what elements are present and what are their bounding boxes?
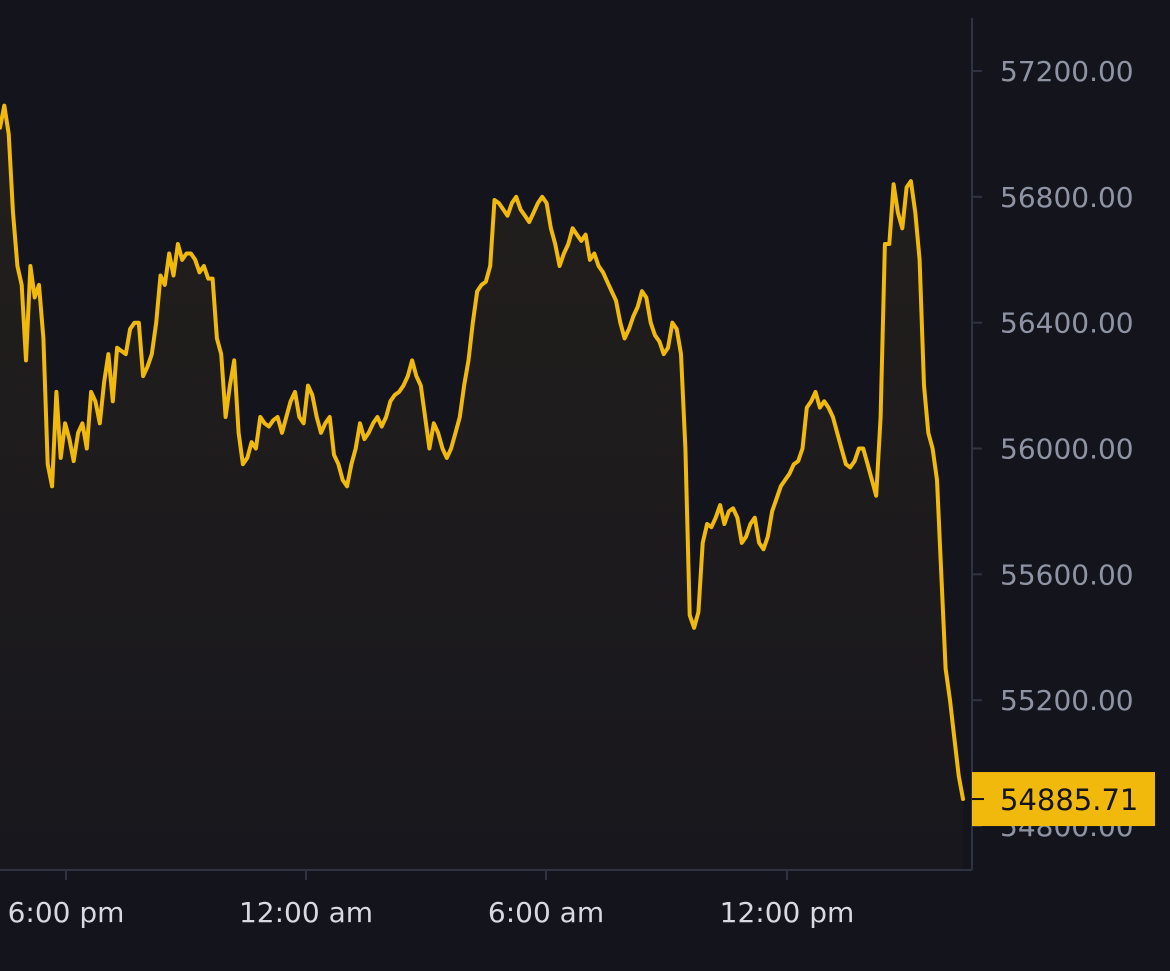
price-area-fill <box>0 105 963 871</box>
current-price-label: 54885.71 <box>1000 783 1138 817</box>
y-tick-label: 56800.00 <box>1000 181 1134 214</box>
y-tick-label: 57200.00 <box>1000 55 1134 88</box>
current-price-badge <box>972 772 1155 827</box>
x-tick-label: 6:00 am <box>488 896 604 929</box>
x-tick-label: 12:00 am <box>239 896 373 929</box>
x-tick-label: 12:00 pm <box>720 896 855 929</box>
axes <box>0 18 973 871</box>
current-price-tag: 54885.71 <box>972 772 1155 827</box>
x-tick-label: 6:00 pm <box>8 896 125 929</box>
tick-labels: 57200.00 56800.00 56400.00 56000.00 55600.00… <box>8 55 1134 929</box>
price-line-series <box>0 103 965 801</box>
y-tick-label: 56000.00 <box>1000 433 1134 466</box>
y-tick-label: 55600.00 <box>1000 558 1134 591</box>
y-tick-label: 55200.00 <box>1000 684 1134 717</box>
plot-area <box>0 103 965 871</box>
y-tick-label: 56400.00 <box>1000 307 1134 340</box>
